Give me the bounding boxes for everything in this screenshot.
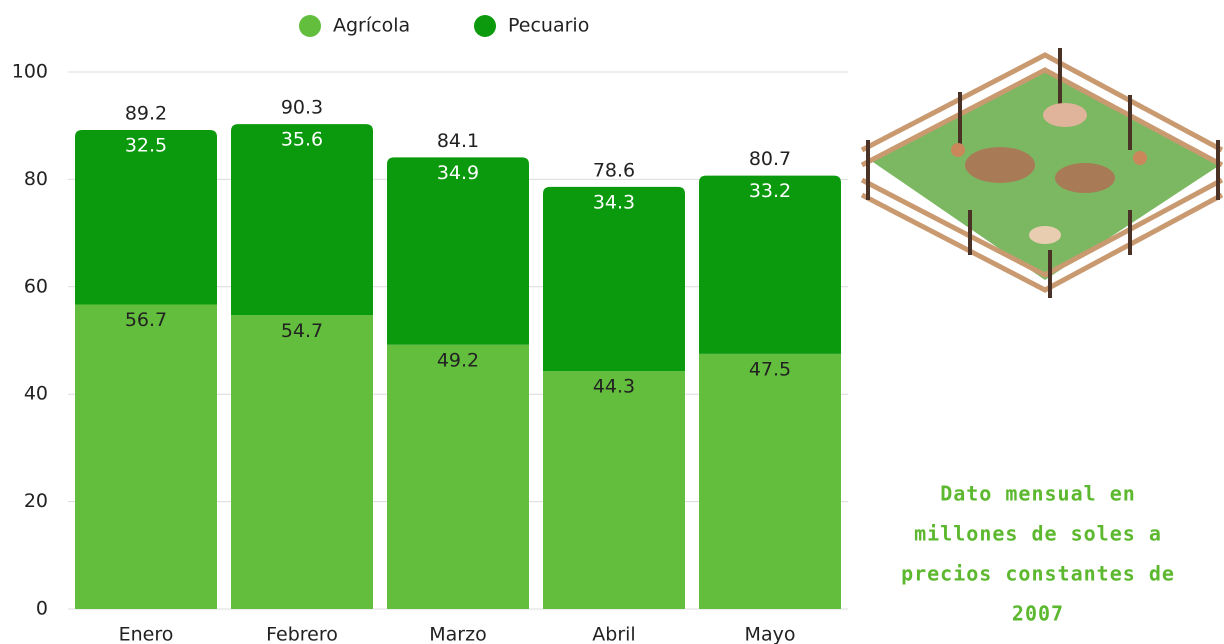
value-label: 32.5 <box>125 134 167 156</box>
note: Dato mensual en <box>940 482 1136 506</box>
bar-segment <box>543 186 685 372</box>
x-tick-label: Enero <box>119 624 174 644</box>
y-tick-label: 20 <box>24 490 48 512</box>
value-label: 56.7 <box>125 309 167 331</box>
legend-swatch <box>299 15 321 37</box>
value-label: 44.3 <box>593 376 635 398</box>
y-tick-label: 0 <box>36 598 48 620</box>
value-label: 54.7 <box>281 320 323 342</box>
legend-label: Agrícola <box>333 15 410 37</box>
total-label: 80.7 <box>749 148 791 170</box>
total-label: 78.6 <box>593 159 635 181</box>
note: millones de soles a <box>914 522 1162 546</box>
value-label: 47.5 <box>749 358 791 380</box>
y-tick-label: 40 <box>24 383 48 405</box>
value-label: 35.6 <box>281 129 323 151</box>
value-label: 49.2 <box>437 349 479 371</box>
bar-segment <box>231 315 373 609</box>
grass <box>870 70 1220 280</box>
note: precios constantes de <box>901 562 1175 586</box>
bar-segment <box>543 371 685 609</box>
bar-segment <box>75 304 217 609</box>
value-label: 34.3 <box>593 191 635 213</box>
legend-label: Pecuario <box>508 15 589 37</box>
bar-segment <box>699 175 841 354</box>
total-label: 89.2 <box>125 102 167 124</box>
note: 2007 <box>1012 602 1064 626</box>
bar-segment <box>387 157 529 345</box>
value-label: 34.9 <box>437 162 479 184</box>
total-label: 84.1 <box>437 130 479 152</box>
illustration <box>860 48 1224 298</box>
value-label: 33.2 <box>749 180 791 202</box>
bar-segment <box>387 344 529 609</box>
y-tick-label: 80 <box>24 168 48 190</box>
legend-swatch <box>474 15 496 37</box>
total-label: 90.3 <box>281 97 323 119</box>
y-tick-label: 60 <box>24 275 48 297</box>
x-tick-label: Abril <box>592 624 635 644</box>
y-tick-label: 100 <box>12 61 48 83</box>
x-tick-label: Mayo <box>745 624 796 644</box>
x-tick-label: Febrero <box>266 624 338 644</box>
bar-segment <box>231 124 373 316</box>
bar-segment <box>75 129 217 305</box>
x-tick-label: Marzo <box>429 624 486 644</box>
bar-segment <box>699 353 841 609</box>
